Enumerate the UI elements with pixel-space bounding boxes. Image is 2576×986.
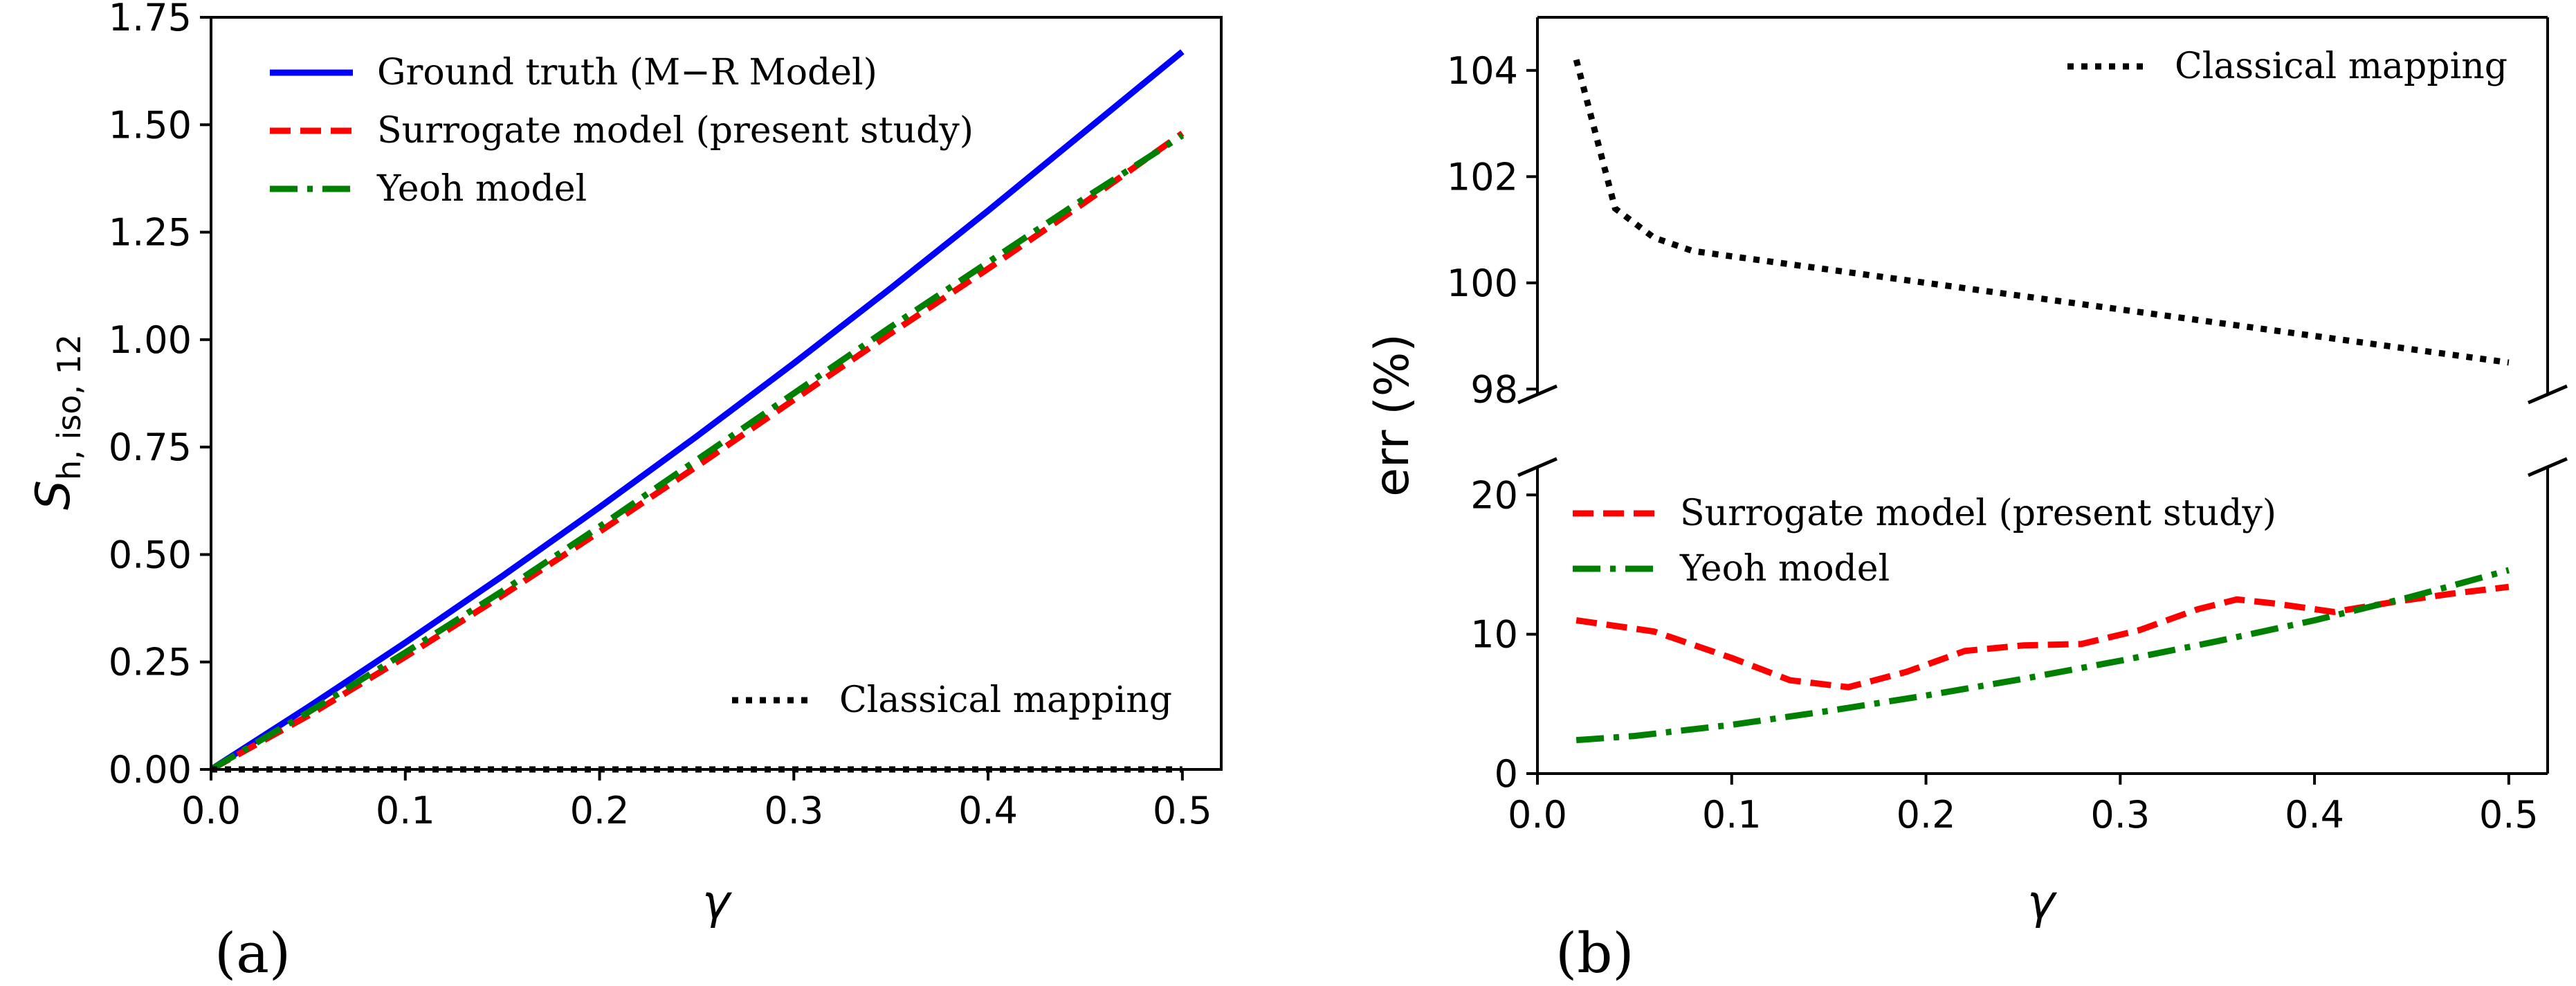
panel-a-x-tick-label: 0.1	[376, 789, 435, 832]
panel-b-legend-label-yeoh-model: Yeoh model	[1679, 548, 1890, 590]
panel-a-frame	[210, 16, 1223, 771]
panel-a-series-ground-truth-m-r-model	[209, 49, 1185, 772]
panel-b-lower-y-tick-label: 0	[1495, 752, 1518, 796]
panel-a-y-axis-symbol: S	[26, 480, 81, 510]
panel-a-legend-label-yeoh-model: Yeoh model	[376, 168, 587, 210]
panel-b-legend-lower: Surrogate model (present study) Yeoh mode…	[1573, 493, 2276, 590]
panel-a-legend-lower: Classical mapping	[732, 679, 1172, 721]
panel-b-legend-upper: Classical mapping	[2067, 46, 2508, 87]
panel-b-label: (b)	[1555, 921, 1634, 985]
panel-a-y-tick-label: 1.50	[109, 103, 192, 147]
panel-a-y-tick-label: 1.25	[109, 211, 192, 255]
panel-b-axis-break-mark	[1517, 457, 1558, 477]
panel-b-legend-label-surrogate-model-present-study: Surrogate model (present study)	[1680, 493, 2276, 534]
panel-b: 0.0 0.1 0.2 0.3 0.4 0.5 98 100 102 104 0 10 20 γ er…	[1365, 16, 2568, 985]
panel-b-x-tick-label: 0.2	[1897, 793, 1956, 837]
panel-a-y-tick-label: 0.75	[109, 426, 192, 469]
panel-b-upper-y-tick-label: 102	[1447, 155, 1518, 199]
panel-b-series-yeoh-model	[1575, 567, 2510, 744]
panel-b-x-tick-label: 0.5	[2479, 793, 2539, 837]
panel-a-x-axis-title: γ	[702, 875, 733, 930]
panel-a-series-surrogate-model-present-study	[209, 131, 1185, 772]
panel-a-x-tick-label: 0.5	[1153, 789, 1212, 832]
panel-b-x-axis-title: γ	[2027, 875, 2058, 930]
panel-b-axis-break-mark	[1517, 384, 1558, 405]
panel-b-x-tick-label: 0.3	[2090, 793, 2150, 837]
panel-a-y-axis-title: Sh, iso, 12	[26, 334, 88, 510]
panel-b-x-tick-label: 0.4	[2285, 793, 2344, 837]
panel-a-y-tick-label: 0.50	[109, 533, 192, 576]
panel-a-y-tick-label: 0.00	[109, 748, 192, 792]
panel-b-plot-area	[1573, 59, 2510, 744]
panel-b-lower-y-tick-label: 20	[1470, 473, 1518, 517]
panel-a-x-tick-label: 0.2	[570, 789, 630, 832]
panel-a-plot-area	[209, 49, 1185, 773]
panel-a-y-tick-label: 0.25	[109, 641, 192, 684]
panel-b-axis-break-mark	[2528, 457, 2568, 477]
panel-a-y-axis-subscript: h, iso, 12	[51, 334, 88, 480]
panel-b-upper-y-tick-label: 98	[1470, 367, 1518, 411]
panel-b-series-classical-mapping	[1573, 59, 2510, 366]
panel-b-y-axis-title: err (%)	[1365, 334, 1420, 497]
panel-a-x-tick-label: 0.0	[181, 789, 241, 832]
panel-b-frames	[1517, 16, 2568, 775]
panel-a-legend-label-surrogate-model-present-study: Surrogate model (present study)	[377, 110, 974, 152]
panel-a-series-yeoh-model	[209, 133, 1185, 772]
panel-a-y-tick-label: 1.00	[109, 318, 192, 362]
panel-b-x-tick-label: 0.0	[1508, 793, 1567, 837]
panel-b-upper-y-tick-label: 100	[1447, 262, 1518, 305]
panel-a-y-ticks: 0.00 0.25 0.50 0.75 1.00 1.25 1.50 1.75	[109, 0, 211, 792]
panel-a: 0.0 0.1 0.2 0.3 0.4 0.5 0.00 0.25 0.50 0.75 1.00 1…	[26, 0, 1223, 985]
panel-a-legend-label-ground-truth-m-r-model: Ground truth (M−R Model)	[377, 52, 877, 93]
panel-a-x-tick-label: 0.4	[958, 789, 1018, 832]
panel-b-x-tick-label: 0.1	[1702, 793, 1762, 837]
panel-b-lower-y-tick-label: 10	[1470, 613, 1518, 657]
panel-b-upper-y-tick-label: 104	[1447, 49, 1518, 93]
panel-b-legend-label-classical-mapping: Classical mapping	[2175, 46, 2508, 87]
panel-a-legend-label-classical-mapping: Classical mapping	[839, 679, 1172, 721]
panel-a-label: (a)	[214, 921, 291, 985]
panel-a-legend-upper: Ground truth (M−R Model) Surrogate model …	[270, 52, 974, 210]
panel-a-x-ticks: 0.0 0.1 0.2 0.3 0.4 0.5	[181, 769, 1212, 832]
panel-b-y-ticks: 98 100 102 104 0 10 20	[1447, 49, 1537, 796]
panel-a-y-tick-label: 1.75	[109, 0, 192, 39]
panel-b-axis-break-mark	[2528, 384, 2568, 405]
panel-b-series-surrogate-model-present-study	[1575, 583, 2510, 691]
panel-b-x-ticks: 0.0 0.1 0.2 0.3 0.4 0.5	[1508, 774, 2539, 837]
panel-a-x-tick-label: 0.3	[764, 789, 823, 832]
